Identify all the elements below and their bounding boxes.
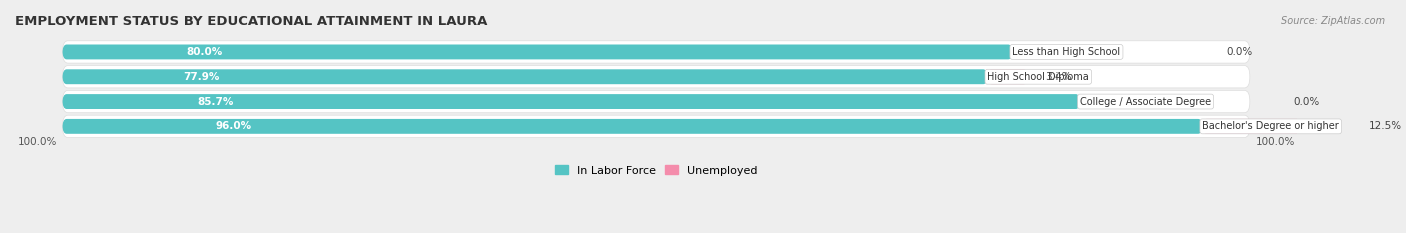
FancyBboxPatch shape — [1202, 119, 1351, 134]
Text: 12.5%: 12.5% — [1368, 121, 1402, 131]
Text: 0.0%: 0.0% — [1226, 47, 1253, 57]
Text: 80.0%: 80.0% — [187, 47, 224, 57]
Text: High School Diploma: High School Diploma — [987, 72, 1090, 82]
Text: 96.0%: 96.0% — [215, 121, 252, 131]
FancyBboxPatch shape — [62, 65, 1250, 88]
Text: 77.9%: 77.9% — [183, 72, 219, 82]
Legend: In Labor Force, Unemployed: In Labor Force, Unemployed — [550, 161, 762, 180]
FancyBboxPatch shape — [987, 69, 1028, 84]
Text: 100.0%: 100.0% — [1256, 137, 1295, 147]
FancyBboxPatch shape — [62, 94, 1080, 109]
Text: Less than High School: Less than High School — [1012, 47, 1121, 57]
FancyBboxPatch shape — [62, 115, 1250, 137]
Text: 85.7%: 85.7% — [197, 96, 233, 106]
Text: Bachelor's Degree or higher: Bachelor's Degree or higher — [1202, 121, 1339, 131]
FancyBboxPatch shape — [62, 41, 1250, 63]
Text: 3.4%: 3.4% — [1046, 72, 1073, 82]
FancyBboxPatch shape — [62, 90, 1250, 113]
Text: College / Associate Degree: College / Associate Degree — [1080, 96, 1211, 106]
FancyBboxPatch shape — [62, 69, 987, 84]
Text: EMPLOYMENT STATUS BY EDUCATIONAL ATTAINMENT IN LAURA: EMPLOYMENT STATUS BY EDUCATIONAL ATTAINM… — [15, 15, 488, 28]
FancyBboxPatch shape — [62, 119, 1202, 134]
FancyBboxPatch shape — [62, 45, 1012, 59]
Text: 100.0%: 100.0% — [17, 137, 56, 147]
Text: 0.0%: 0.0% — [1294, 96, 1320, 106]
Text: Source: ZipAtlas.com: Source: ZipAtlas.com — [1281, 16, 1385, 26]
